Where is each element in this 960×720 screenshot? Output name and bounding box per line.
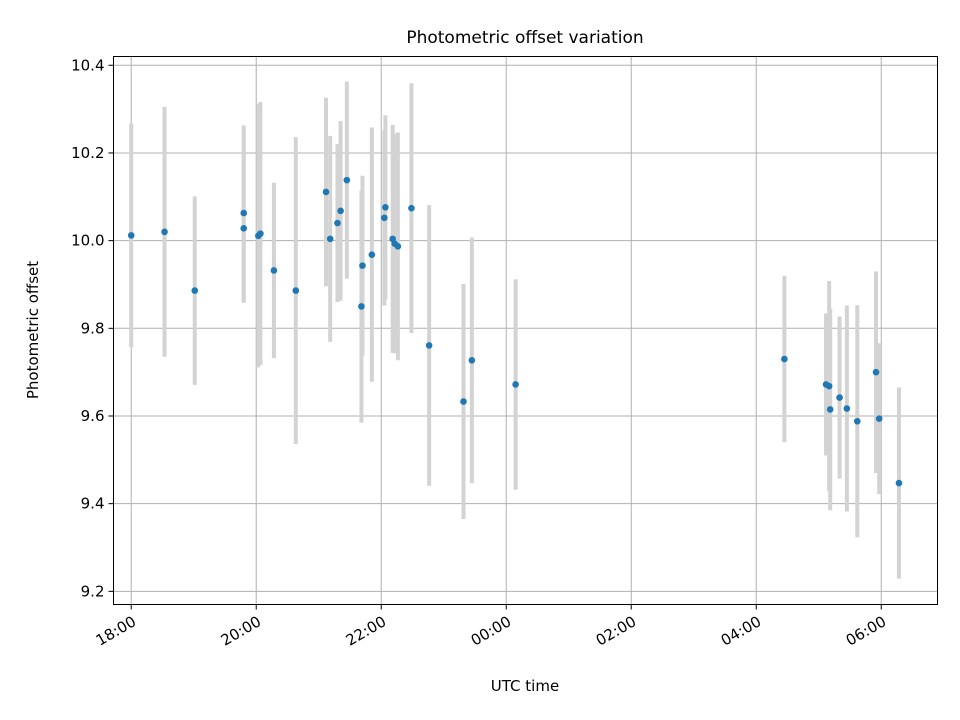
- data-point: [895, 479, 903, 487]
- data-point: [161, 228, 168, 236]
- data-point: [843, 405, 851, 412]
- x-tick-label: 04:00: [718, 612, 764, 649]
- x-tick-label: 22:00: [343, 612, 389, 649]
- data-point: [358, 303, 365, 310]
- data-point: [826, 406, 834, 413]
- data-point: [240, 209, 248, 217]
- x-tick-label: 18:00: [93, 612, 139, 649]
- data-point: [825, 382, 833, 390]
- data-point: [872, 368, 880, 376]
- data-point: [853, 417, 861, 425]
- y-tick-label: 10.4: [71, 56, 104, 74]
- x-tick-label: 02:00: [593, 612, 639, 649]
- plot-frame: [113, 56, 938, 605]
- data-point: [425, 342, 433, 349]
- gridlines: [113, 56, 938, 605]
- y-tick-label: 9.6: [81, 407, 105, 425]
- data-point: [257, 230, 264, 237]
- data-point: [368, 251, 376, 258]
- data-point: [359, 262, 366, 269]
- x-axis-label: UTC time: [491, 677, 559, 695]
- x-tick-label: 06:00: [843, 612, 889, 649]
- data-point: [326, 235, 334, 243]
- data-point: [343, 176, 351, 184]
- y-tick-label: 10.0: [71, 232, 104, 250]
- data-point: [292, 287, 300, 294]
- data-point: [191, 287, 199, 294]
- data-point: [270, 267, 278, 274]
- y-tick-label: 9.8: [81, 319, 105, 337]
- data-point: [408, 204, 415, 212]
- y-tick-label: 10.2: [71, 144, 104, 162]
- y-tick-label: 9.4: [81, 495, 105, 513]
- data-point: [240, 225, 248, 232]
- data-point: [337, 207, 344, 215]
- y-tick-label: 9.2: [81, 582, 105, 600]
- data-point: [875, 415, 883, 422]
- chart-title: Photometric offset variation: [406, 28, 643, 48]
- x-tick-label: 20:00: [218, 612, 264, 649]
- x-axis: 18:00 20:00 22:00 00:00 02:00 04:00 06:00: [93, 604, 889, 650]
- data-point: [836, 394, 843, 401]
- data-point: [322, 188, 330, 196]
- data-point: [334, 219, 341, 227]
- data-point: [468, 357, 476, 364]
- data-point: [127, 232, 135, 239]
- data-point: [382, 204, 389, 211]
- data-point: [460, 398, 467, 405]
- data-point: [381, 214, 388, 222]
- x-tick-label: 00:00: [468, 612, 514, 649]
- data-point: [512, 381, 519, 388]
- data-points: [127, 176, 903, 487]
- data-point: [781, 355, 788, 363]
- y-axis-label: Photometric offset: [24, 261, 42, 399]
- data-point: [394, 243, 402, 250]
- y-axis: 9.2 9.4 9.6 9.8 10.0 10.2 10.4: [71, 56, 114, 600]
